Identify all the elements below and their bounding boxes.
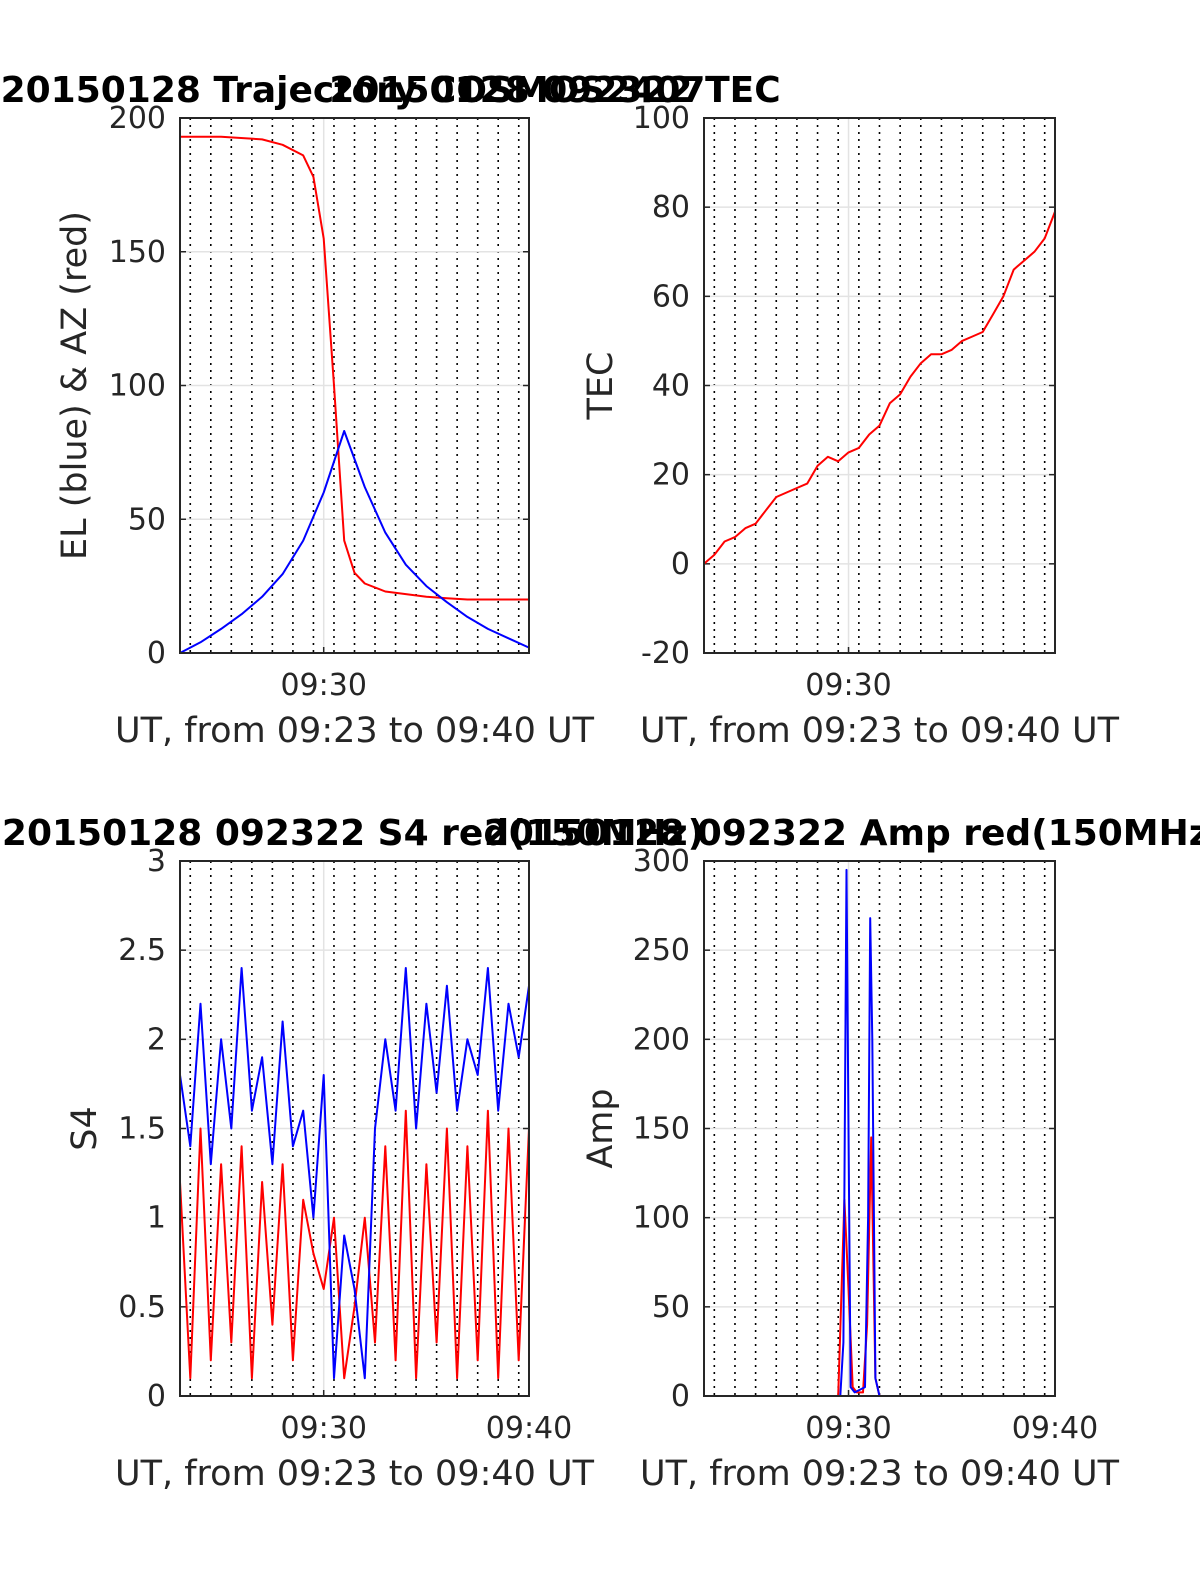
y-axis-label: EL (blue) & AZ (red) (55, 211, 95, 560)
y-tick-label: 0 (671, 547, 690, 582)
y-axis-label: TEC (581, 352, 621, 421)
y-tick-label: -20 (641, 636, 690, 671)
x-tick-label: 09:40 (486, 1411, 572, 1446)
x-tick-label: 09:30 (805, 668, 891, 703)
y-tick-label: 0 (147, 636, 166, 671)
y-axis-label: S4 (65, 1106, 105, 1151)
chart-title: 20150128 092322 TEC (329, 70, 780, 111)
axes-frame (179, 117, 530, 654)
y-tick-label: 150 (633, 1112, 690, 1147)
chart-panel-4: 0 50 100 150 200 250 300 09:30 09:40 20150128 092… (484, 813, 1200, 1494)
y-tick-label: 100 (633, 101, 690, 136)
y-tick-label: 1.5 (118, 1112, 166, 1147)
chart-title: 20150128 Trajectory COSMOS2407 (1, 70, 706, 111)
chart-title: 20150128 092322 S4 red(150MHz) (2, 813, 704, 854)
y-tick-label: 0 (671, 1379, 690, 1414)
x-axis-label: UT, from 09:23 to 09:40 UT (640, 1454, 1120, 1494)
x-tick-label: 09:30 (805, 1411, 891, 1446)
x-axis-label: UT, from 09:23 to 09:40 UT (115, 1454, 595, 1494)
chart-title: 20150128 092322 Amp red(150MHz) (484, 813, 1200, 854)
y-tick-label: 1 (147, 1201, 166, 1236)
y-tick-label: 20 (652, 458, 690, 493)
series-line-1 (703, 211, 1056, 565)
axes-frame (179, 860, 530, 1397)
axes-frame (703, 117, 1056, 654)
y-tick-label: 80 (652, 190, 690, 225)
y-tick-label: 2.5 (118, 933, 166, 968)
series-line-1 (180, 135, 529, 601)
y-tick-label: 100 (633, 1201, 690, 1236)
x-axis-label: UT, from 09:23 to 09:40 UT (640, 711, 1120, 751)
y-tick-label: 300 (633, 844, 690, 879)
y-tick-label: 40 (652, 369, 690, 404)
y-tick-label: 150 (109, 235, 166, 270)
series-line-2 (179, 967, 530, 1380)
y-tick-label: 60 (652, 279, 690, 314)
y-tick-label: 0 (147, 1379, 166, 1414)
series-line-2 (704, 868, 1055, 1397)
chart-panel-2: -20 0 20 40 60 80 100 09:30 20150128 092322 TEC U… (329, 70, 1119, 751)
series-line-1 (179, 1109, 530, 1380)
y-tick-label: 50 (652, 1290, 690, 1325)
y-tick-label: 200 (109, 101, 166, 136)
y-tick-label: 0.5 (118, 1290, 166, 1325)
x-tick-label: 09:30 (280, 1411, 366, 1446)
y-tick-label: 50 (128, 502, 166, 537)
y-tick-label: 250 (633, 933, 690, 968)
x-tick-label: 09:30 (280, 668, 366, 703)
series-line-2 (179, 430, 530, 654)
chart-panel-3: 0 0.5 1 1.5 2 2.5 3 09:30 09:40 20150128 092322 S… (2, 813, 704, 1494)
x-axis-label: UT, from 09:23 to 09:40 UT (115, 711, 595, 751)
y-tick-label: 3 (147, 844, 166, 879)
y-tick-label: 2 (147, 1022, 166, 1057)
y-axis-label: Amp (581, 1088, 621, 1168)
y-tick-label: 200 (633, 1022, 690, 1057)
x-tick-label: 09:40 (1012, 1411, 1098, 1446)
axes-frame (703, 860, 1056, 1397)
y-tick-label: 100 (109, 369, 166, 404)
